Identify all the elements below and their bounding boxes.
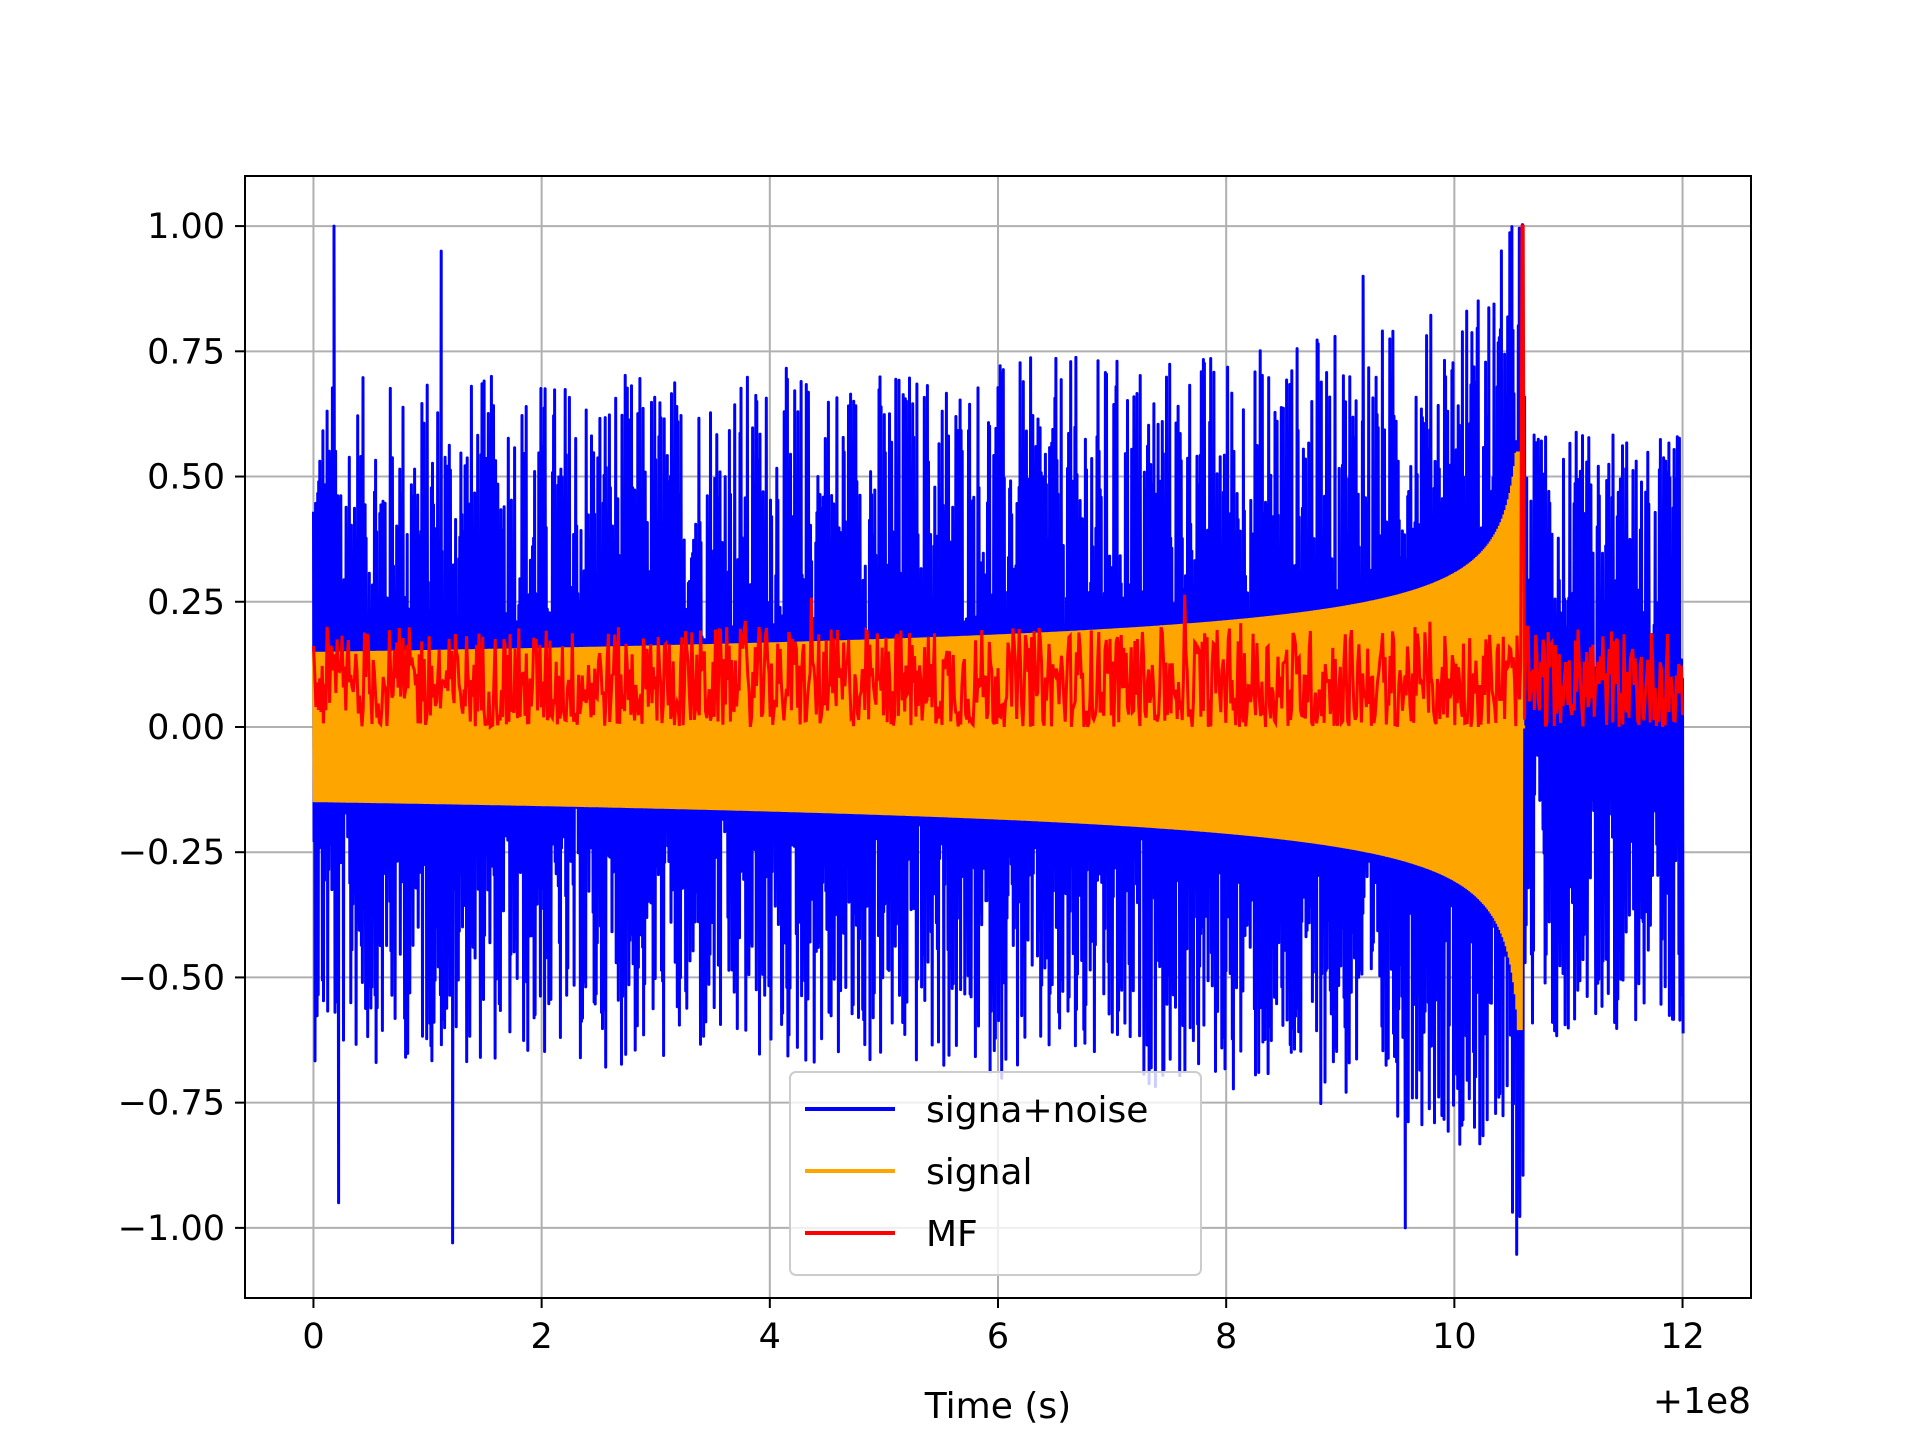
axis-ticks: 0 2 4 6 8 10 12 1.00 0.75 0.50 0.25 0.00 −0.25 −0.50 −… — [118, 207, 1705, 1357]
series-signal-line — [312, 451, 1526, 1031]
legend-label-signal: signal — [926, 1152, 1033, 1193]
x-tick-label: 6 — [987, 1317, 1009, 1357]
series-mf-line — [312, 224, 1684, 730]
x-tick-label: 10 — [1432, 1317, 1477, 1357]
legend-label-mf: MF — [926, 1214, 978, 1255]
y-tick-label: 0.25 — [147, 583, 225, 623]
y-tick-label: −0.50 — [118, 958, 225, 998]
y-tick-label: 0.00 — [147, 708, 225, 748]
y-tick-label: 0.50 — [147, 458, 225, 498]
legend-label-signa-noise: signa+noise — [926, 1090, 1148, 1131]
x-axis-offset-label: +1e8 — [1653, 1381, 1751, 1422]
y-tick-label: −1.00 — [118, 1209, 225, 1249]
x-tick-label: 4 — [759, 1317, 781, 1357]
y-tick-label: −0.25 — [118, 833, 225, 873]
y-tick-label: 1.00 — [147, 207, 225, 247]
x-tick-label: 0 — [302, 1317, 324, 1357]
x-tick-label: 12 — [1660, 1317, 1705, 1357]
series-layer — [312, 223, 1685, 1256]
legend: signa+noise signal MF — [789, 1071, 1202, 1276]
x-tick-label: 2 — [530, 1317, 552, 1357]
x-tick-label: 8 — [1215, 1317, 1237, 1357]
y-tick-label: −0.75 — [118, 1084, 225, 1124]
x-axis-label: Time (s) — [924, 1386, 1071, 1427]
y-tick-label: 0.75 — [147, 332, 225, 372]
legend-frame — [789, 1071, 1202, 1276]
